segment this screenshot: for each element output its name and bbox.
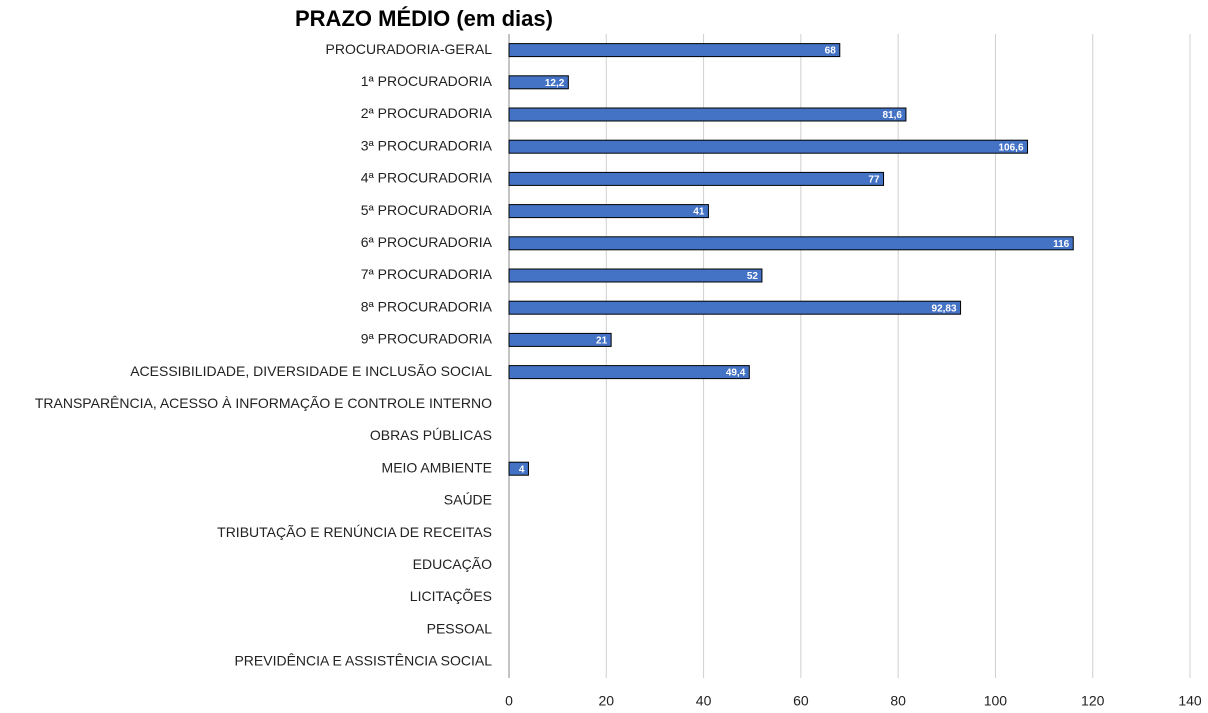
y-tick-label: LICITAÇÕES xyxy=(410,588,492,604)
x-tick-label: 80 xyxy=(890,693,906,709)
y-tick-label: 4ª PROCURADORIA xyxy=(361,170,493,186)
y-tick-label: 1ª PROCURADORIA xyxy=(361,73,493,89)
y-tick-label: ACESSIBILIDADE, DIVERSIDADE E INCLUSÃO S… xyxy=(130,363,492,379)
x-tick-label: 0 xyxy=(505,693,513,709)
y-tick-label: 8ª PROCURADORIA xyxy=(361,298,493,314)
value-label: 12,2 xyxy=(545,78,565,89)
value-label: 106,6 xyxy=(999,142,1024,153)
value-label: 92,83 xyxy=(932,303,957,314)
bar xyxy=(508,332,612,347)
bar xyxy=(508,139,1029,154)
bar xyxy=(508,204,709,219)
x-tick-label: 120 xyxy=(1081,693,1105,709)
x-tick-label: 60 xyxy=(793,693,809,709)
bar xyxy=(508,300,962,315)
y-tick-label: TRANSPARÊNCIA, ACESSO À INFORMAÇÃO E CON… xyxy=(35,395,492,411)
x-tick-label: 140 xyxy=(1178,693,1202,709)
value-label: 21 xyxy=(596,336,608,347)
bar xyxy=(508,365,750,380)
value-label: 52 xyxy=(747,271,759,282)
value-label: 116 xyxy=(1053,239,1070,250)
bar xyxy=(508,43,841,58)
x-tick-label: 20 xyxy=(598,693,614,709)
value-label: 4 xyxy=(519,464,525,475)
x-tick-label: 100 xyxy=(984,693,1008,709)
y-tick-label: TRIBUTAÇÃO E RENÚNCIA DE RECEITAS xyxy=(217,524,492,540)
y-tick-label: PROCURADORIA-GERAL xyxy=(326,41,493,57)
y-tick-label: 7ª PROCURADORIA xyxy=(361,266,493,282)
y-tick-label: SAÚDE xyxy=(444,492,492,508)
y-tick-label: 5ª PROCURADORIA xyxy=(361,202,493,218)
y-tick-label: 9ª PROCURADORIA xyxy=(361,331,493,347)
bar xyxy=(508,75,569,90)
value-label: 41 xyxy=(693,207,705,218)
y-tick-label: PREVIDÊNCIA E ASSISTÊNCIA SOCIAL xyxy=(234,653,492,669)
y-tick-label: 3ª PROCURADORIA xyxy=(361,137,493,153)
bar xyxy=(508,107,907,122)
value-label: 49,4 xyxy=(726,368,746,379)
chart-title: PRAZO MÉDIO (em dias) xyxy=(295,6,553,31)
x-tick-label: 40 xyxy=(696,693,712,709)
y-tick-label: OBRAS PÚBLICAS xyxy=(370,427,492,443)
y-tick-label: PESSOAL xyxy=(427,620,493,636)
bar xyxy=(508,171,885,186)
bar xyxy=(508,236,1074,251)
y-tick-label: EDUCAÇÃO xyxy=(413,556,492,572)
bar xyxy=(508,268,763,283)
bar xyxy=(508,461,529,476)
y-tick-label: 6ª PROCURADORIA xyxy=(361,234,493,250)
y-tick-label: MEIO AMBIENTE xyxy=(382,459,492,475)
y-tick-label: 2ª PROCURADORIA xyxy=(361,105,493,121)
value-label: 68 xyxy=(825,46,837,57)
value-label: 77 xyxy=(868,175,880,186)
value-label: 81,6 xyxy=(882,110,902,121)
